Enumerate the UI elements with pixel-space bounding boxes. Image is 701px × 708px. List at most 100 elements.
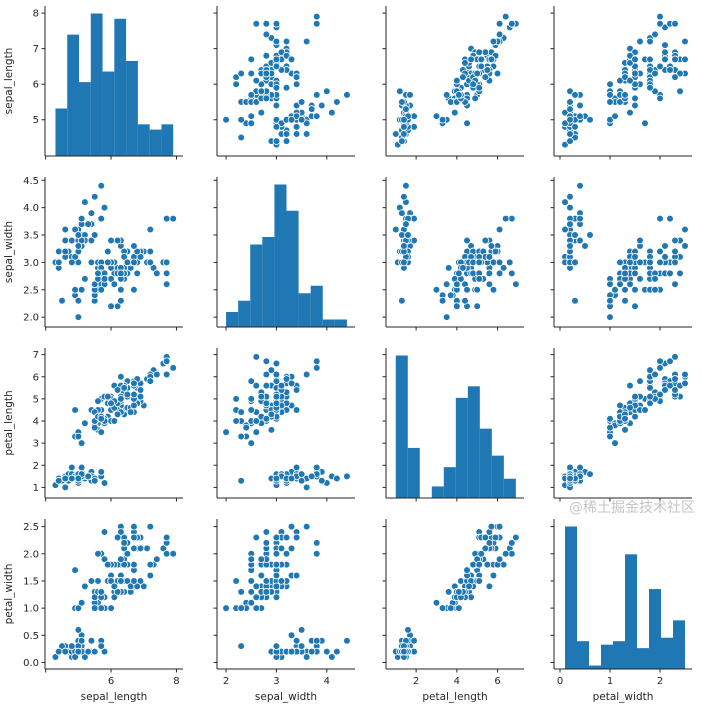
data-point [656, 390, 664, 399]
data-point [671, 236, 679, 245]
data-point [444, 264, 453, 272]
x-tick-label: 2 [657, 676, 663, 687]
y-tick-label: 0.5 [23, 631, 39, 642]
data-point [576, 112, 584, 120]
data-point [87, 577, 96, 585]
data-point [113, 410, 122, 419]
data-point [58, 642, 66, 650]
histogram-bar [613, 641, 625, 669]
data-point [107, 236, 115, 245]
y-axis-label: sepal_length [3, 48, 15, 115]
y-tick-label: 7 [33, 350, 39, 361]
data-point [611, 285, 619, 294]
data-point [267, 410, 276, 419]
data-point [463, 285, 471, 294]
data-point [453, 76, 461, 85]
histogram-bar [161, 124, 174, 156]
data-point [400, 115, 408, 124]
data-point [477, 62, 486, 71]
data-point [671, 353, 679, 361]
data-point [247, 91, 256, 99]
data-point [495, 30, 504, 39]
data-point [461, 296, 469, 305]
data-point [631, 392, 639, 401]
data-point [51, 653, 60, 661]
data-point [322, 647, 331, 656]
y-tick-label: 5 [33, 394, 39, 405]
data-point [252, 76, 261, 85]
data-point [651, 275, 659, 283]
data-point [74, 313, 83, 321]
data-point [287, 115, 296, 124]
data-point [297, 98, 306, 106]
data-point [398, 209, 406, 217]
data-point [302, 37, 311, 46]
data-point [237, 642, 245, 650]
data-point [463, 566, 471, 574]
data-point [495, 258, 504, 267]
data-point [267, 426, 276, 434]
data-point [272, 642, 281, 650]
data-point [237, 69, 245, 78]
data-point [272, 370, 281, 379]
data-point [297, 642, 306, 650]
data-point [671, 258, 679, 267]
x-axis-label: sepal_width [255, 691, 317, 703]
data-point [74, 432, 83, 441]
data-point [343, 636, 351, 645]
data-point [495, 19, 504, 28]
data-point [489, 37, 498, 46]
data-point [671, 247, 679, 256]
data-point [100, 647, 109, 656]
data-point [631, 285, 639, 294]
data-point [232, 577, 240, 585]
data-point [297, 626, 306, 634]
data-point [616, 258, 624, 267]
data-point [262, 414, 271, 423]
data-point [292, 533, 301, 542]
data-point [71, 653, 79, 661]
data-point [222, 115, 230, 124]
data-point [136, 386, 145, 394]
data-point [272, 83, 281, 92]
histogram-bar [137, 124, 150, 156]
data-point [606, 98, 614, 106]
x-tick-label: 2 [223, 676, 229, 687]
data-point [287, 631, 296, 640]
data-point [666, 269, 674, 278]
data-point [107, 577, 115, 585]
data-point [97, 181, 106, 190]
data-point [302, 370, 311, 379]
panel-sepal_width-vs-sepal_width [213, 177, 355, 331]
data-point [97, 604, 106, 612]
data-point [681, 370, 689, 379]
data-point [483, 560, 492, 569]
data-point [262, 94, 271, 103]
data-point [343, 91, 351, 99]
data-point [94, 549, 102, 558]
panel-sepal_length-vs-sepal_length: 5 6 7 8 sepal_length [3, 6, 183, 160]
data-point [398, 137, 406, 145]
data-point [110, 417, 119, 425]
data-point [123, 390, 132, 399]
histogram-bar [67, 34, 80, 156]
data-point [396, 87, 404, 96]
data-point [676, 269, 684, 278]
data-point [247, 439, 256, 447]
data-point [621, 269, 629, 278]
data-point [272, 37, 281, 46]
data-point [404, 626, 412, 634]
data-point [97, 414, 106, 423]
data-point [146, 560, 155, 569]
data-point [442, 313, 451, 321]
data-point [475, 83, 484, 92]
data-point [130, 401, 138, 410]
data-point [252, 604, 261, 612]
y-tick-label: 2.0 [23, 549, 39, 560]
data-point [126, 408, 135, 416]
data-point [450, 108, 459, 117]
data-point [312, 539, 321, 547]
data-point [149, 264, 158, 272]
data-point [146, 377, 155, 385]
